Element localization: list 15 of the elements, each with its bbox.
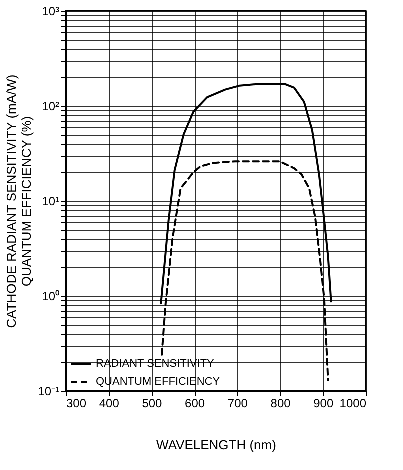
x-tick-label: 700: [228, 396, 248, 410]
x-tick-label: 400: [99, 396, 120, 410]
x-tick-label: 300: [66, 396, 87, 410]
x-tick-label: 900: [314, 396, 334, 410]
y-tick-label: 10¹: [42, 194, 60, 208]
y-tick-label: 10⁰: [42, 290, 60, 304]
x-axis-title: WAVELENGTH (nm): [156, 438, 276, 452]
y-tick-label: 10²: [42, 100, 60, 114]
x-tick-label: 1000: [340, 396, 367, 410]
y-tick-label: 10³: [42, 4, 60, 18]
y-tick-label: 10⁻¹: [38, 384, 60, 398]
y-axis-title: CATHODE RADIANT SENSITIVITY (mA/W) QUANTUM EFFICIENCY (%): [4, 74, 34, 328]
x-tick-label: 600: [185, 396, 206, 410]
x-tick-label: 800: [270, 396, 292, 410]
x-tick-label: 500: [142, 396, 163, 410]
